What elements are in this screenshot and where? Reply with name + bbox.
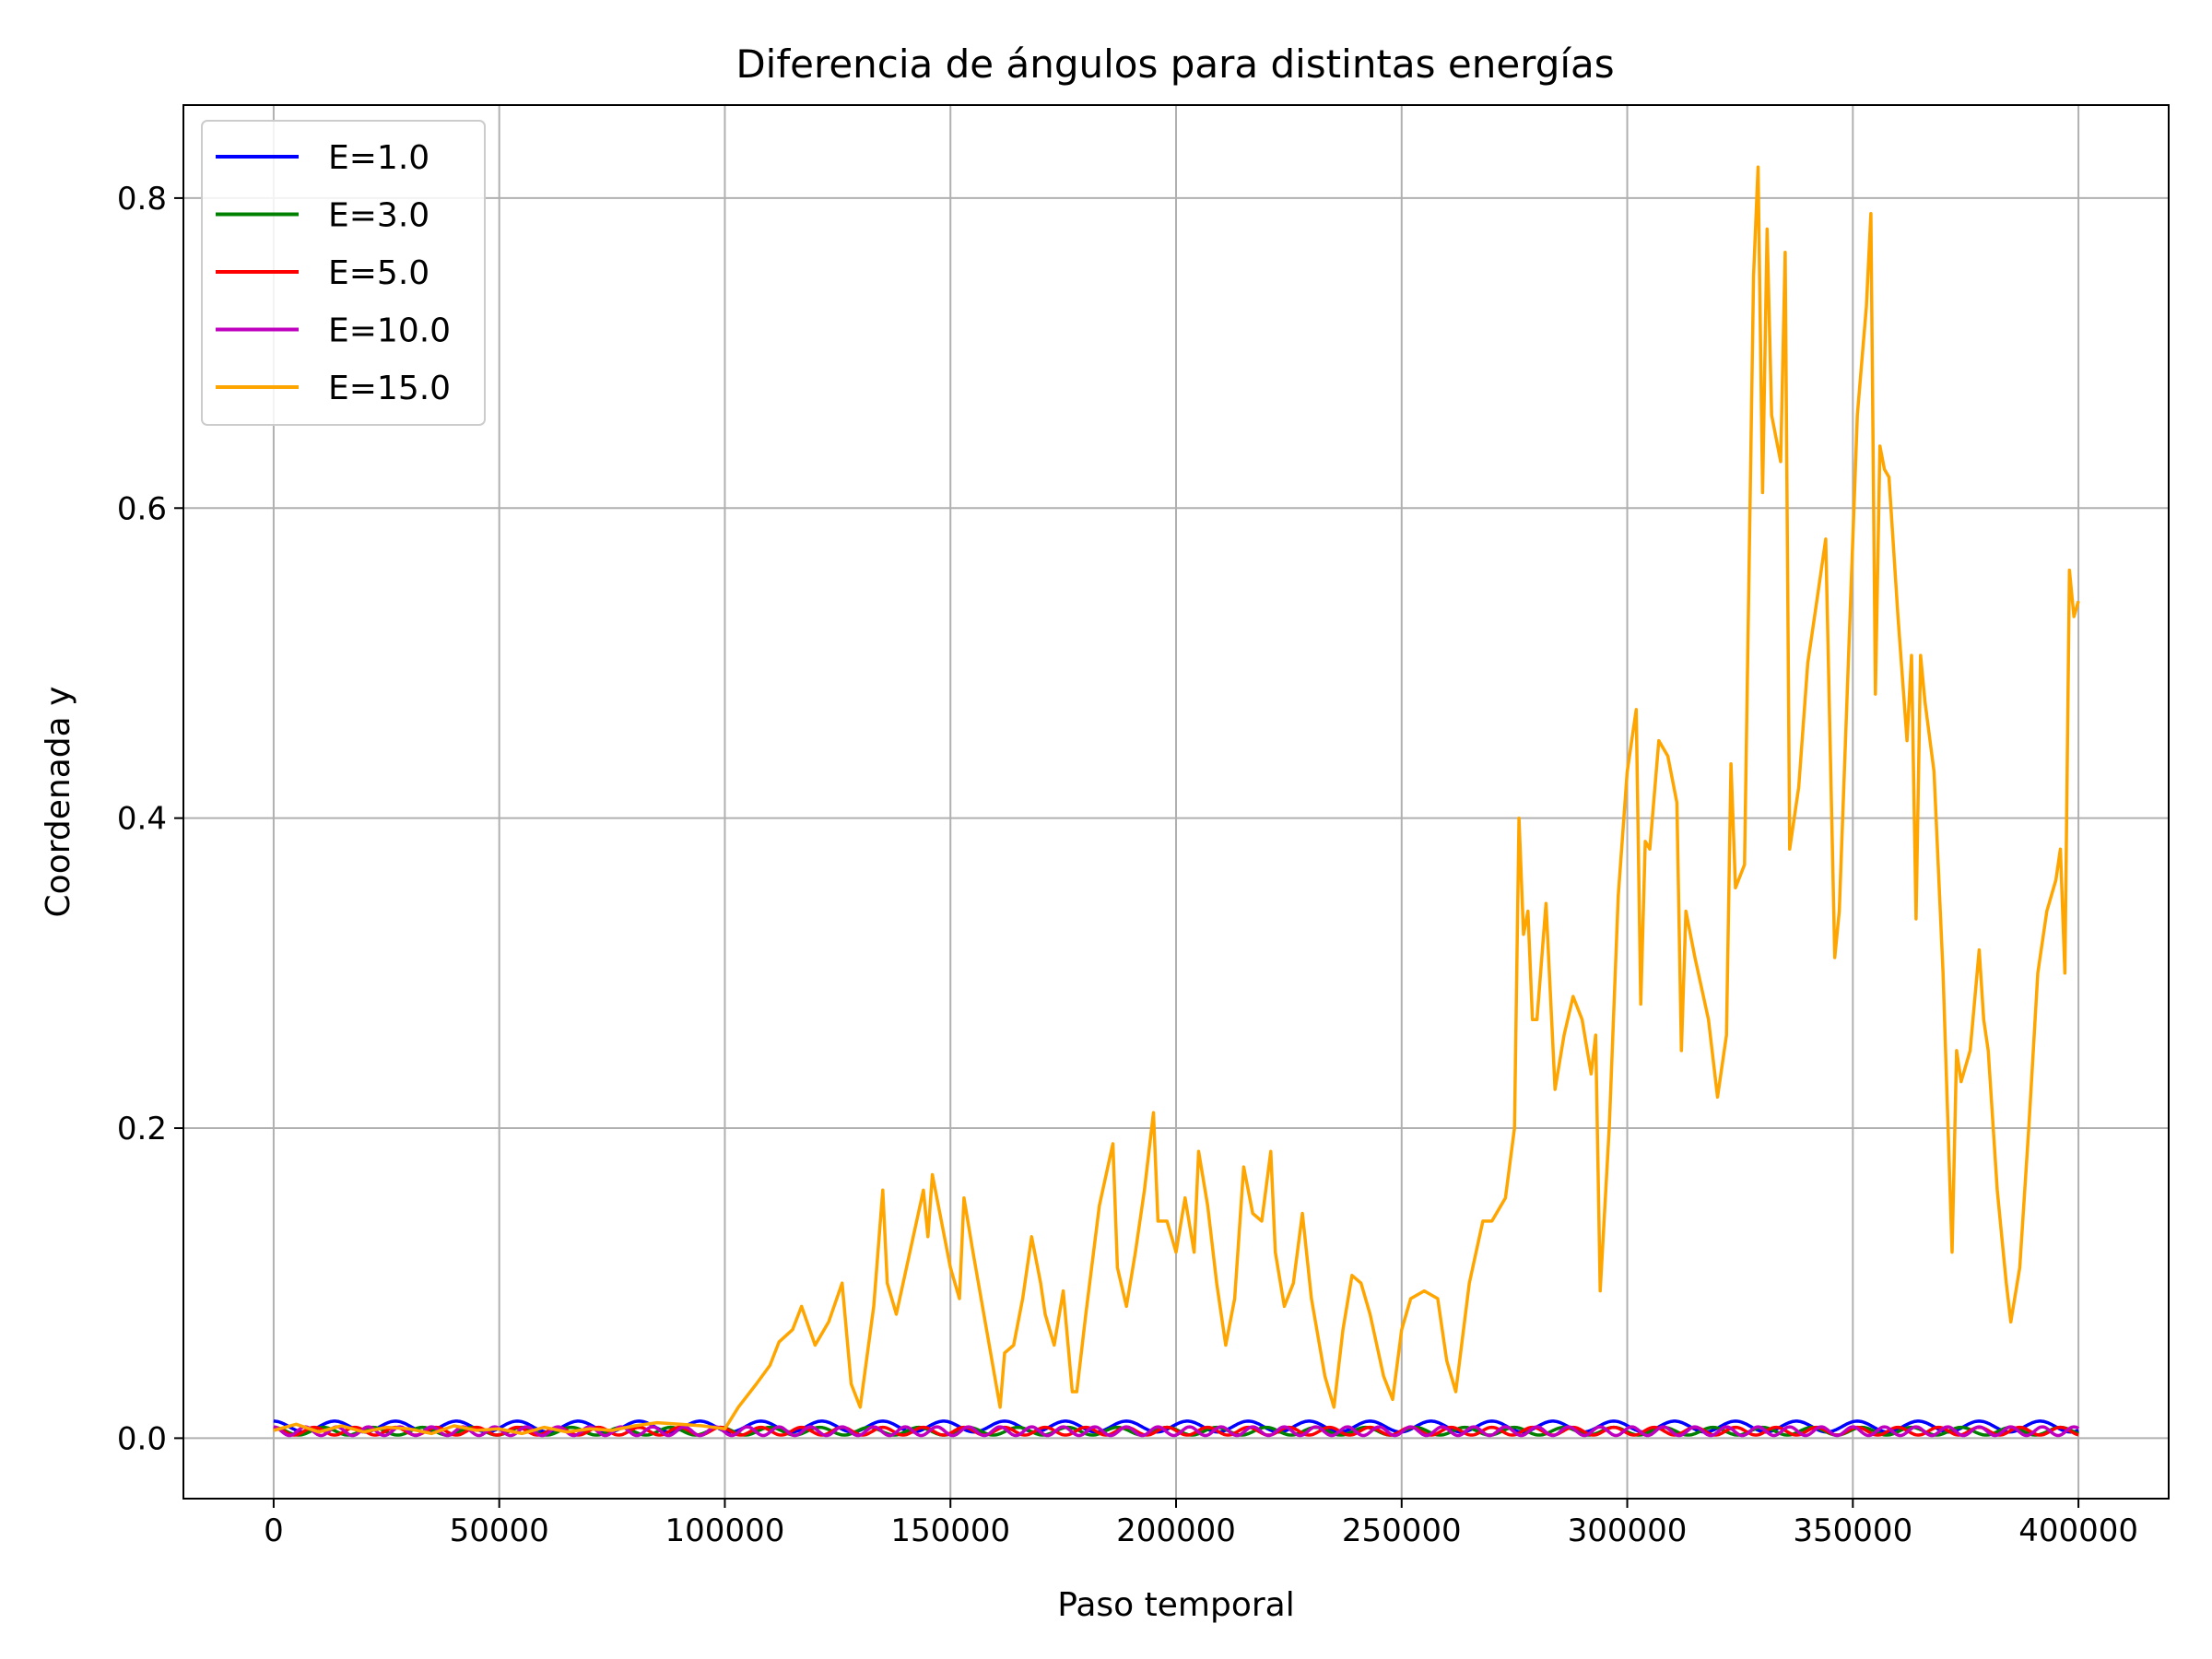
legend-label: E=10.0 xyxy=(328,312,451,350)
x-tick-label: 200000 xyxy=(1116,1512,1236,1549)
x-axis-title: Paso temporal xyxy=(1057,1586,1294,1624)
x-tick-label: 300000 xyxy=(1568,1512,1688,1549)
legend-label: E=15.0 xyxy=(328,370,451,407)
x-tick-label: 150000 xyxy=(890,1512,1010,1549)
y-tick-label: 0.4 xyxy=(117,801,167,838)
legend-label: E=5.0 xyxy=(328,254,429,292)
x-tick-label: 0 xyxy=(264,1512,284,1549)
legend: E=1.0 E=3.0 E=5.0 E=10.0 E=15.0 xyxy=(201,120,486,426)
legend-box xyxy=(201,120,486,426)
y-tick-label: 0.0 xyxy=(117,1420,167,1457)
y-axis-title: Coordenada y xyxy=(40,687,77,918)
y-tick-label: 0.2 xyxy=(117,1111,167,1147)
series-line-e-10-0 xyxy=(273,1425,2080,1438)
grid xyxy=(183,105,2169,1499)
legend-label: E=1.0 xyxy=(328,139,429,177)
series-line-e-15-0 xyxy=(273,165,2080,1436)
chart-title: Diferencia de ángulos para distintas ene… xyxy=(735,41,1614,87)
y-tick-label: 0.6 xyxy=(117,490,167,527)
legend-label: E=3.0 xyxy=(328,197,429,235)
axis-ticks: 0 50000 100000 150000 200000 250000 300000 3500… xyxy=(117,181,2138,1549)
x-tick-label: 100000 xyxy=(665,1512,785,1549)
series-group xyxy=(273,165,2080,1438)
x-tick-label: 50000 xyxy=(450,1512,549,1549)
y-tick-label: 0.8 xyxy=(117,181,167,218)
x-tick-label: 400000 xyxy=(2018,1512,2138,1549)
x-tick-label: 350000 xyxy=(1793,1512,1912,1549)
x-tick-label: 250000 xyxy=(1342,1512,1462,1549)
